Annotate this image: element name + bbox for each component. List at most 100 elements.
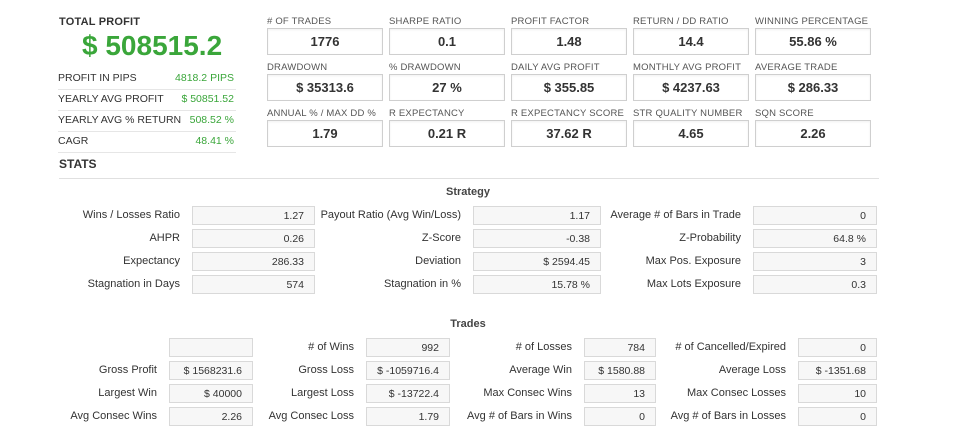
trades-stat-label: Max Consec Losses	[686, 387, 786, 399]
strategy-stat-value: 0	[753, 206, 877, 225]
stats-title: STATS	[59, 157, 97, 171]
summary-value: 508.52 %	[189, 114, 234, 126]
strategy-stat-value: 64.8 %	[753, 229, 877, 248]
trades-stat-label: # of Losses	[515, 341, 572, 353]
trades-stat-label: Largest Win	[98, 387, 157, 399]
divider	[59, 178, 879, 179]
summary-value: 4818.2 PIPS	[175, 72, 234, 84]
trades-stat-value: 1.79	[366, 407, 450, 426]
strategy-stat-label: Max Pos. Exposure	[645, 255, 741, 267]
metric-value-box: 1776	[267, 28, 383, 55]
trades-stat-value: 0	[798, 338, 877, 357]
trades-stat-label: Avg # of Bars in Losses	[670, 410, 786, 422]
metric-value-box: $ 355.85	[511, 74, 627, 101]
total-profit-label: TOTAL PROFIT	[59, 16, 141, 28]
metric-value-box: 2.26	[755, 120, 871, 147]
trades-stat-value: 784	[584, 338, 656, 357]
metric-label: SHARPE RATIO	[389, 16, 462, 27]
metric-label: WINNING PERCENTAGE	[755, 16, 869, 27]
metric-label: PROFIT FACTOR	[511, 16, 590, 27]
strategy-stat-label: Max Lots Exposure	[646, 278, 741, 290]
strategy-stat-value: 0.26	[192, 229, 315, 248]
trades-stat-value: $ 1580.88	[584, 361, 656, 380]
summary-row-yearly-avg-return: YEARLY AVG % RETURN 508.52 %	[58, 110, 236, 132]
summary-label: YEARLY AVG PROFIT	[58, 93, 164, 105]
metric-value-box: 37.62 R	[511, 120, 627, 147]
strategy-stat-value: 1.27	[192, 206, 315, 225]
metric-label: SQN SCORE	[755, 108, 814, 119]
metric-label: DAILY AVG PROFIT	[511, 62, 600, 73]
strategy-title: Strategy	[445, 186, 491, 198]
trades-stat-label: # of Wins	[308, 341, 354, 353]
strategy-stat-value: 286.33	[192, 252, 315, 271]
trades-stat-value: $ -1351.68	[798, 361, 877, 380]
trades-stat-value: $ -13722.4	[366, 384, 450, 403]
metric-label: R EXPECTANCY	[389, 108, 465, 119]
strategy-stat-label: Average # of Bars in Trade	[610, 209, 741, 221]
metric-label: RETURN / DD RATIO	[633, 16, 729, 27]
strategy-stat-label: Stagnation in Days	[87, 278, 180, 290]
strategy-stat-value: -0.38	[473, 229, 601, 248]
summary-row-yearly-avg-profit: YEARLY AVG PROFIT $ 50851.52	[58, 89, 236, 111]
trades-stat-value: 10	[798, 384, 877, 403]
summary-label: PROFIT IN PIPS	[58, 72, 137, 84]
trades-stat-value: $ 40000	[169, 384, 253, 403]
summary-value: 48.41 %	[195, 135, 234, 147]
total-profit-value: $ 508515.2	[82, 30, 223, 61]
trades-stat-value	[169, 338, 253, 357]
trades-stat-value: 13	[584, 384, 656, 403]
trades-stat-value: 992	[366, 338, 450, 357]
trades-stat-label: Max Consec Wins	[483, 387, 572, 399]
metric-value-box: 14.4	[633, 28, 749, 55]
strategy-stat-label: Z-Score	[421, 232, 461, 244]
summary-row-cagr: CAGR 48.41 %	[58, 131, 236, 153]
metric-value-box: 1.48	[511, 28, 627, 55]
strategy-stat-value: 3	[753, 252, 877, 271]
trades-stat-label: Gross Profit	[98, 364, 157, 376]
trades-stat-label: Largest Loss	[291, 387, 354, 399]
trades-stat-label: Avg # of Bars in Wins	[467, 410, 572, 422]
trades-stat-value: 0	[798, 407, 877, 426]
summary-label: YEARLY AVG % RETURN	[58, 114, 182, 126]
metric-value-box: $ 35313.6	[267, 74, 383, 101]
trades-stat-label: Gross Loss	[298, 364, 354, 376]
metric-value-box: $ 4237.63	[633, 74, 749, 101]
trades-stat-label: Average Loss	[718, 364, 786, 376]
strategy-stat-label: AHPR	[149, 232, 180, 244]
metric-label: AVERAGE TRADE	[755, 62, 838, 73]
metric-label: # OF TRADES	[267, 16, 332, 27]
strategy-stat-label: Deviation	[415, 255, 461, 267]
strategy-stat-value: $ 2594.45	[473, 252, 601, 271]
metric-value-box: 0.1	[389, 28, 505, 55]
metric-label: STR QUALITY NUMBER	[633, 108, 743, 119]
metric-label: R EXPECTANCY SCORE	[511, 108, 625, 119]
metric-label: ANNUAL % / MAX DD %	[267, 108, 377, 119]
strategy-stat-label: Wins / Losses Ratio	[82, 209, 180, 221]
trades-stat-value: $ -1059716.4	[366, 361, 450, 380]
strategy-stat-label: Z-Probability	[679, 232, 741, 244]
strategy-stat-label: Expectancy	[123, 255, 180, 267]
metric-value-box: $ 286.33	[755, 74, 871, 101]
strategy-stat-value: 0.3	[753, 275, 877, 294]
strategy-stat-label: Stagnation in %	[383, 278, 461, 290]
strategy-stat-value: 15.78 %	[473, 275, 601, 294]
strategy-stat-value: 574	[192, 275, 315, 294]
trades-stat-value: $ 1568231.6	[169, 361, 253, 380]
metric-value-box: 27 %	[389, 74, 505, 101]
summary-label: CAGR	[58, 135, 89, 147]
trades-stat-value: 0	[584, 407, 656, 426]
trades-stat-value: 2.26	[169, 407, 253, 426]
trades-title: Trades	[450, 318, 486, 330]
trades-stat-label: # of Cancelled/Expired	[675, 341, 786, 353]
metric-label: MONTHLY AVG PROFIT	[633, 62, 742, 73]
metric-value-box: 0.21 R	[389, 120, 505, 147]
metric-label: % DRAWDOWN	[389, 62, 461, 73]
summary-row-profit-pips: PROFIT IN PIPS 4818.2 PIPS	[58, 68, 236, 90]
summary-value: $ 50851.52	[181, 93, 234, 105]
strategy-stat-label: Payout Ratio (Avg Win/Loss)	[320, 209, 461, 221]
metric-value-box: 4.65	[633, 120, 749, 147]
trades-stat-label: Avg Consec Loss	[268, 410, 354, 422]
metric-value-box: 1.79	[267, 120, 383, 147]
trades-stat-label: Average Win	[509, 364, 572, 376]
metric-label: DRAWDOWN	[267, 62, 328, 73]
